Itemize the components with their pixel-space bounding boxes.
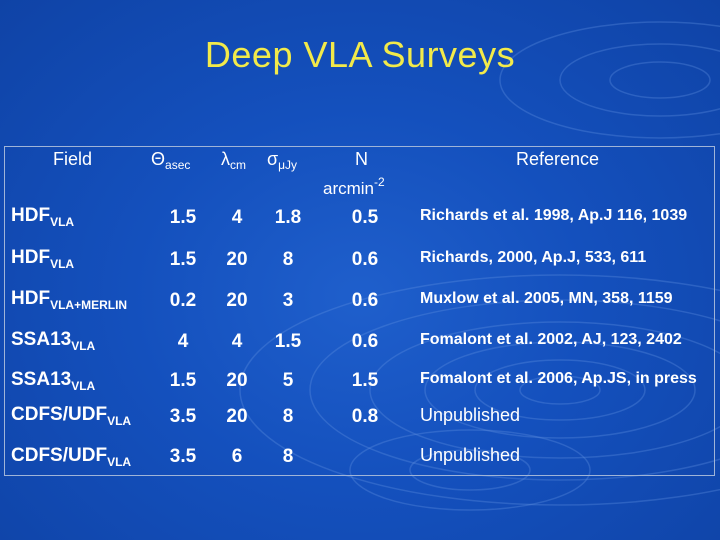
header-n-unit: arcmin-2	[323, 175, 385, 198]
row-1-lambda: 4	[231, 207, 243, 228]
header-n: N	[355, 149, 368, 169]
row-4-sigma: 1.5	[274, 331, 302, 352]
row-6-field: CDFS/UDFVLA	[11, 404, 132, 428]
row-7-field: CDFS/UDFVLA	[11, 445, 132, 469]
header-field: Field	[53, 149, 93, 169]
row-6-reference: Unpublished	[420, 405, 521, 425]
row-1-reference: Richards et al. 1998, Ap.J 116, 1039	[420, 207, 688, 224]
row-6-n: 0.8	[351, 406, 379, 427]
row-6-theta: 3.5	[169, 406, 197, 427]
row-3-n: 0.6	[351, 290, 379, 311]
row-2-theta: 1.5	[169, 249, 197, 270]
row-6-lambda: 20	[226, 406, 248, 427]
header-lambda: λcm	[221, 149, 246, 172]
row-3-sigma: 3	[282, 290, 294, 311]
row-4-lambda: 4	[231, 331, 243, 352]
slide-title: Deep VLA Surveys	[204, 34, 516, 75]
header-reference: Reference	[516, 149, 600, 169]
row-5-reference: Fomalont et al. 2006, Ap.JS, in press	[420, 370, 697, 387]
row-2-lambda: 20	[226, 249, 248, 270]
row-5-lambda: 20	[226, 370, 248, 391]
row-1-field: HDFVLA	[11, 205, 75, 229]
row-3-field: HDFVLA+MERLIN	[11, 288, 128, 312]
row-4-reference: Fomalont et al. 2002, AJ, 123, 2402	[420, 331, 682, 348]
row-2-n: 0.6	[351, 249, 379, 270]
row-1-n: 0.5	[351, 207, 379, 228]
row-1-sigma: 1.8	[274, 207, 302, 228]
row-3-reference: Muxlow et al. 2005, MN, 358, 1159	[420, 290, 673, 307]
row-7-reference: Unpublished	[420, 445, 521, 465]
row-5-sigma: 5	[282, 370, 294, 391]
header-sigma: σμJy	[267, 149, 298, 172]
row-5-theta: 1.5	[169, 370, 197, 391]
row-2-sigma: 8	[282, 249, 294, 270]
surveys-table: Field Θasec λcm σμJy N arcmin-2 Referenc…	[4, 146, 715, 476]
row-1-theta: 1.5	[169, 207, 197, 228]
header-theta: Θasec	[151, 149, 191, 172]
row-5-field: SSA13VLA	[11, 369, 96, 393]
row-4-n: 0.6	[351, 331, 379, 352]
row-2-reference: Richards, 2000, Ap.J, 533, 611	[420, 249, 647, 266]
row-3-theta: 0.2	[169, 290, 197, 311]
row-7-lambda: 6	[231, 446, 243, 467]
row-4-field: SSA13VLA	[11, 329, 96, 353]
row-2-field: HDFVLA	[11, 247, 75, 271]
row-4-theta: 4	[177, 331, 189, 352]
row-6-sigma: 8	[282, 406, 294, 427]
row-7-theta: 3.5	[169, 446, 197, 467]
row-5-n: 1.5	[351, 370, 379, 391]
row-7-sigma: 8	[282, 446, 294, 467]
row-3-lambda: 20	[226, 290, 248, 311]
